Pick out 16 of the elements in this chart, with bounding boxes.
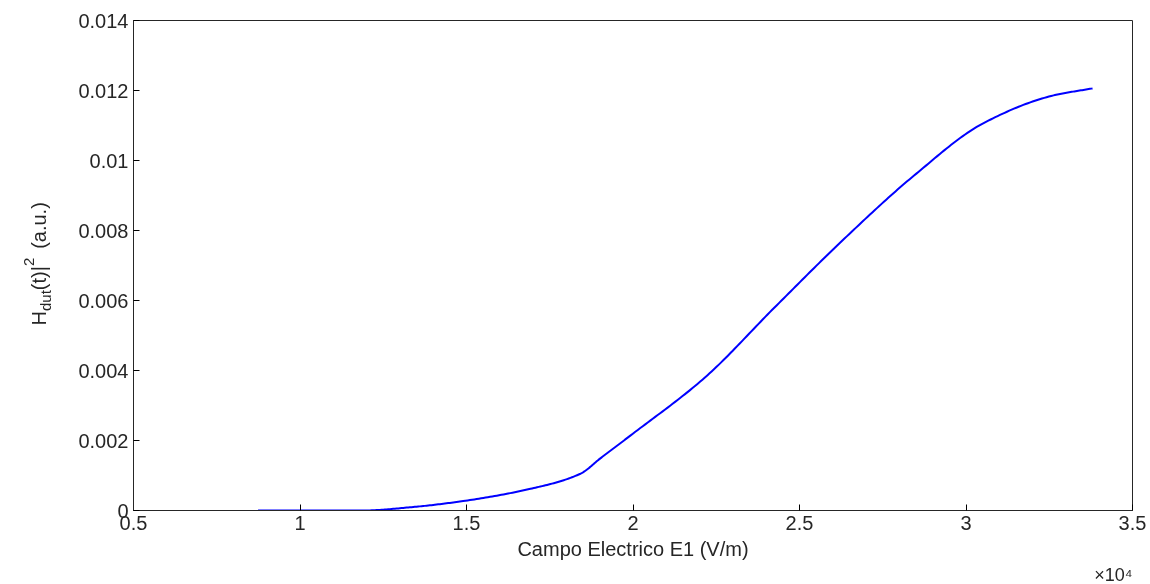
y-tick-label: 0.01	[89, 149, 129, 172]
y-tick-label: 0.004	[78, 359, 129, 382]
x-tick-label: 2	[627, 511, 639, 534]
y-axis-title: Hdut(t)|2 (a.u.)	[19, 202, 54, 326]
y-tick-label: 0.008	[78, 219, 129, 242]
x-tick-label: 1	[294, 511, 306, 534]
y-tick-label: 0.002	[78, 429, 129, 452]
y-tick-label: 0.014	[78, 9, 129, 32]
x-tick-label: 3.5	[1118, 511, 1147, 534]
x-tick-label: 3	[960, 511, 972, 534]
y-tick-label: 0.012	[78, 79, 129, 102]
x-tick-label: 2.5	[785, 511, 814, 534]
x-tick-label: 1.5	[452, 511, 481, 534]
text: ×10⁴	[1094, 564, 1133, 584]
y-tick-label: 0.006	[78, 289, 129, 312]
x-axis-title: Campo Electrico E1 (V/m)	[517, 537, 749, 560]
